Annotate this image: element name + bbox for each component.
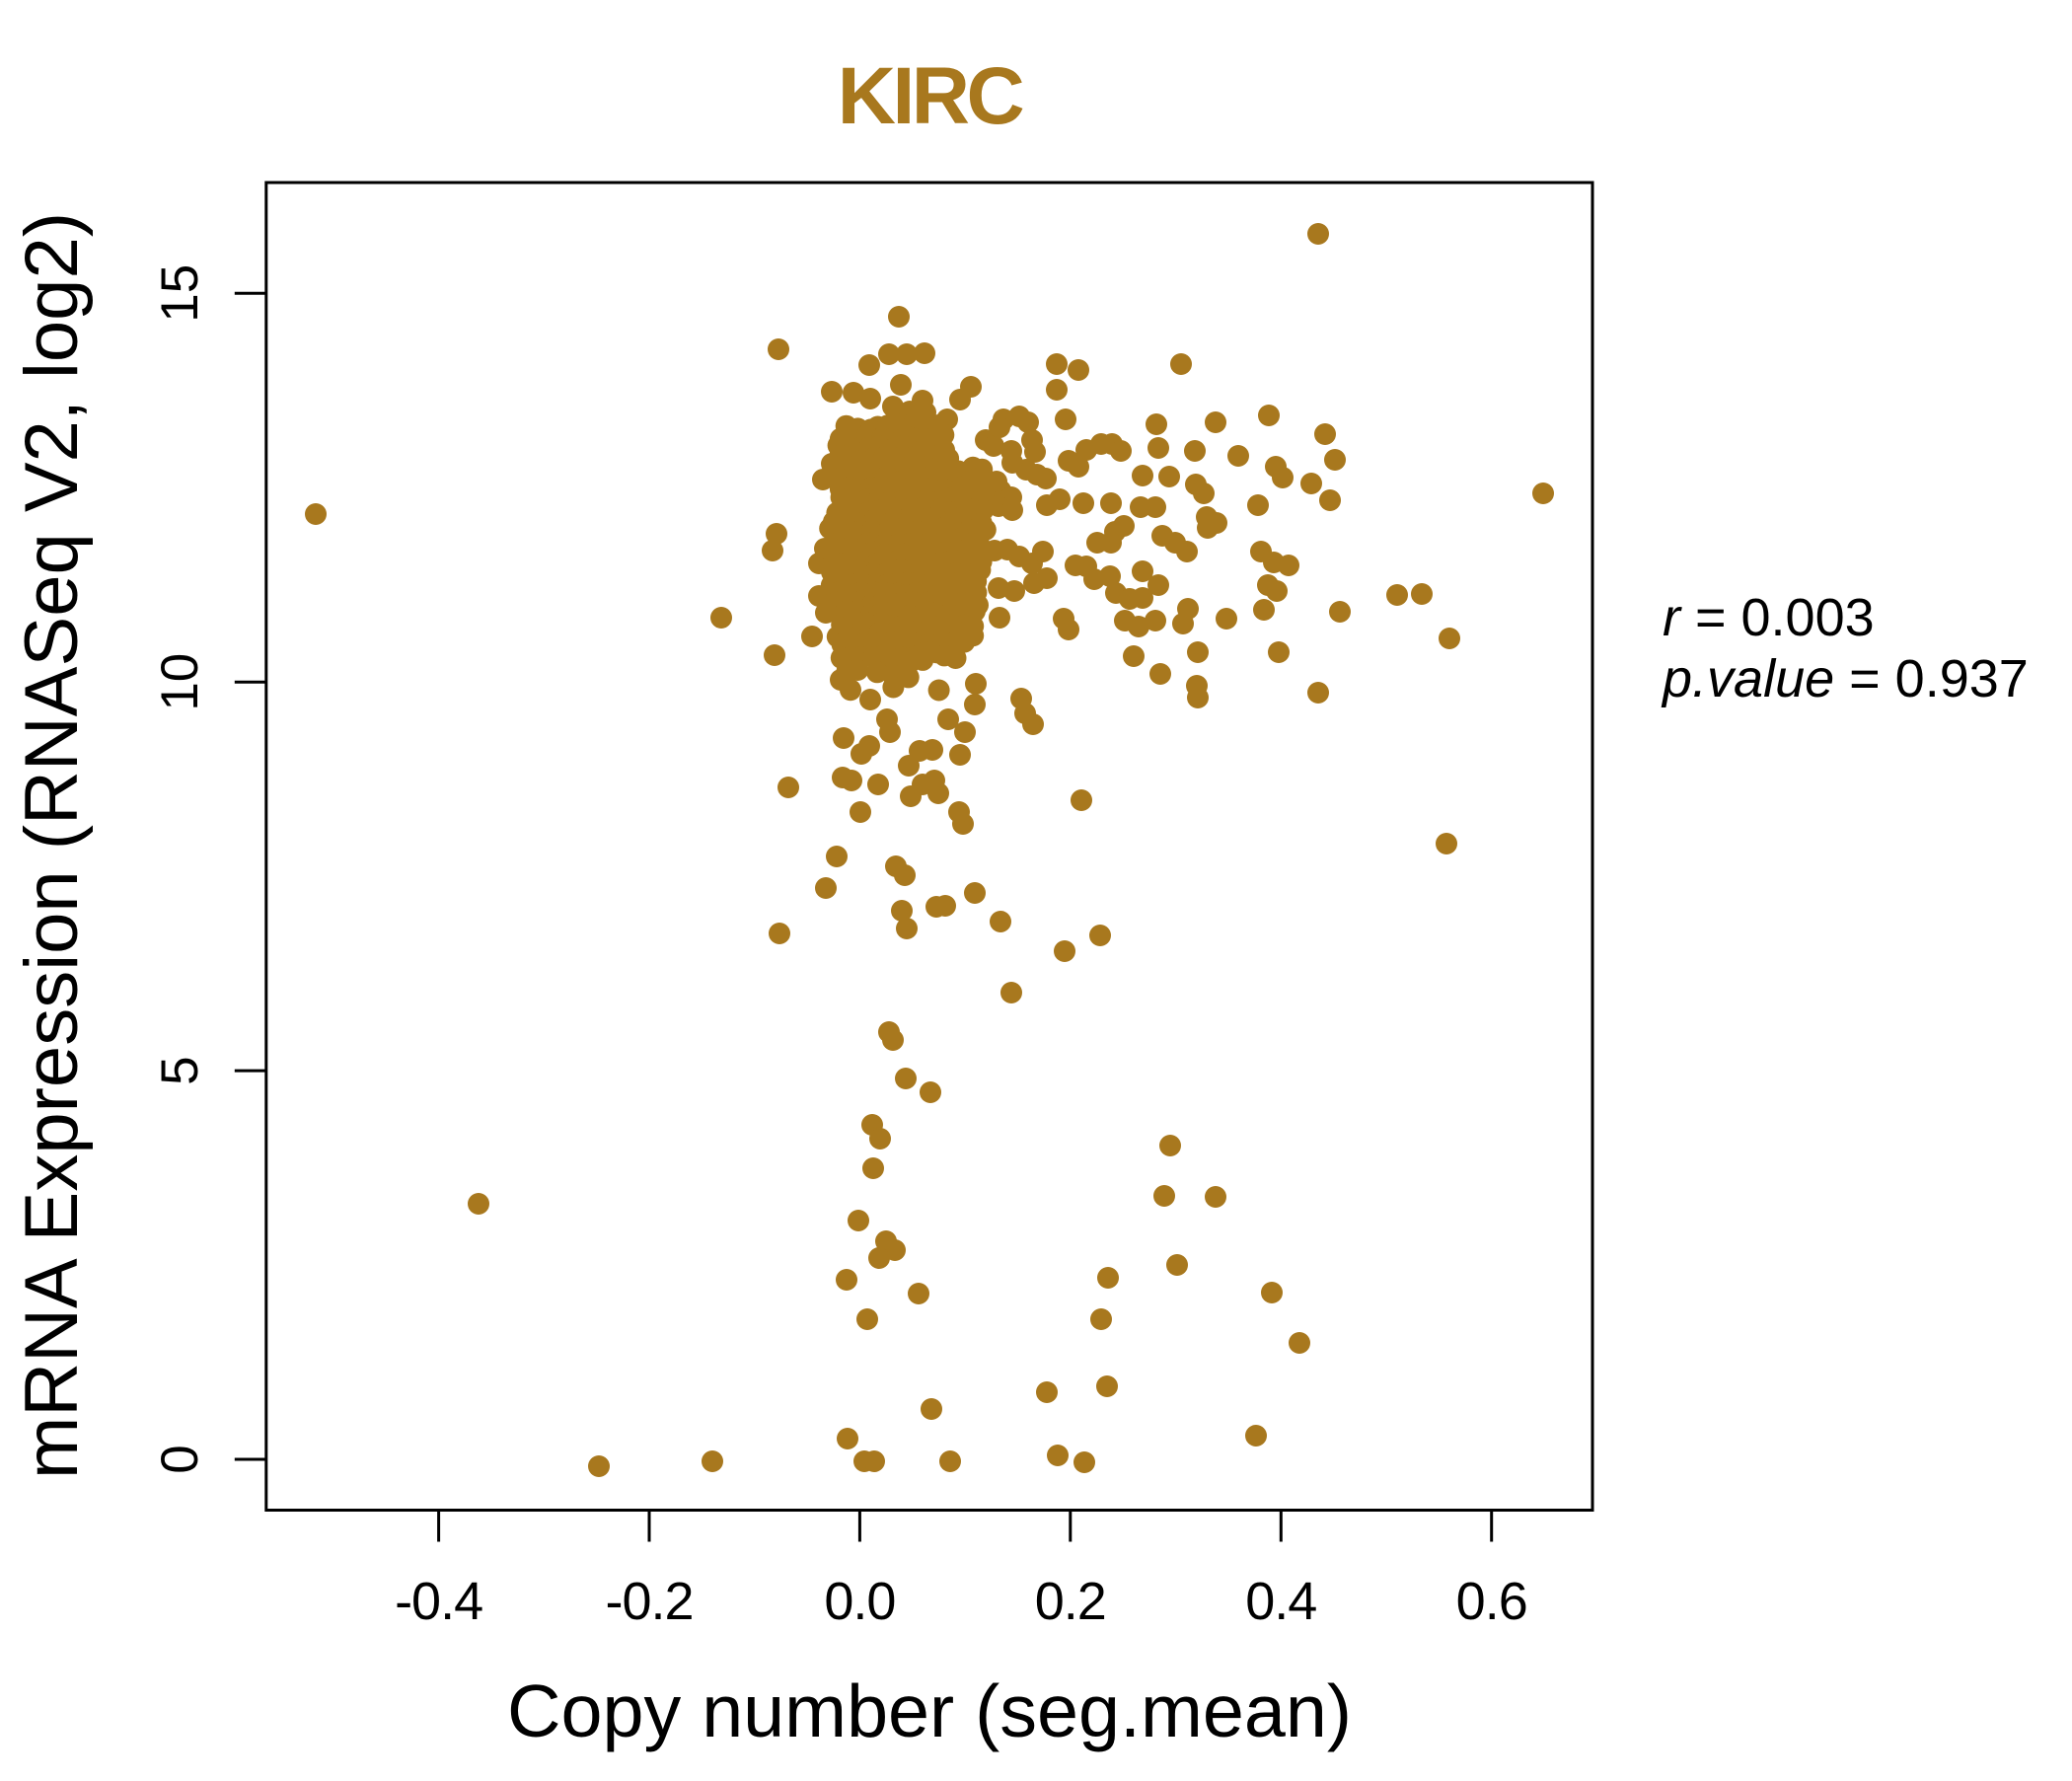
svg-text:0.0: 0.0	[824, 1572, 895, 1631]
svg-text:0: 0	[151, 1445, 209, 1473]
svg-text:Copy number (seg.mean): Copy number (seg.mean)	[507, 1670, 1352, 1752]
svg-text:0.4: 0.4	[1245, 1572, 1316, 1631]
svg-text:0.6: 0.6	[1456, 1572, 1527, 1631]
svg-text:r = 0.003: r = 0.003	[1663, 588, 1875, 647]
svg-text:-0.4: -0.4	[395, 1572, 482, 1631]
svg-text:mRNA Expression (RNASeq V2, lo: mRNA Expression (RNASeq V2, log2)	[10, 212, 94, 1479]
svg-text:15: 15	[151, 264, 209, 323]
svg-text:5: 5	[151, 1056, 209, 1084]
svg-text:p.value = 0.937: p.value = 0.937	[1661, 649, 2029, 708]
svg-text:KIRC: KIRC	[838, 51, 1023, 141]
svg-text:-0.2: -0.2	[605, 1572, 693, 1631]
svg-text:0.2: 0.2	[1035, 1572, 1106, 1631]
svg-text:10: 10	[151, 653, 209, 711]
